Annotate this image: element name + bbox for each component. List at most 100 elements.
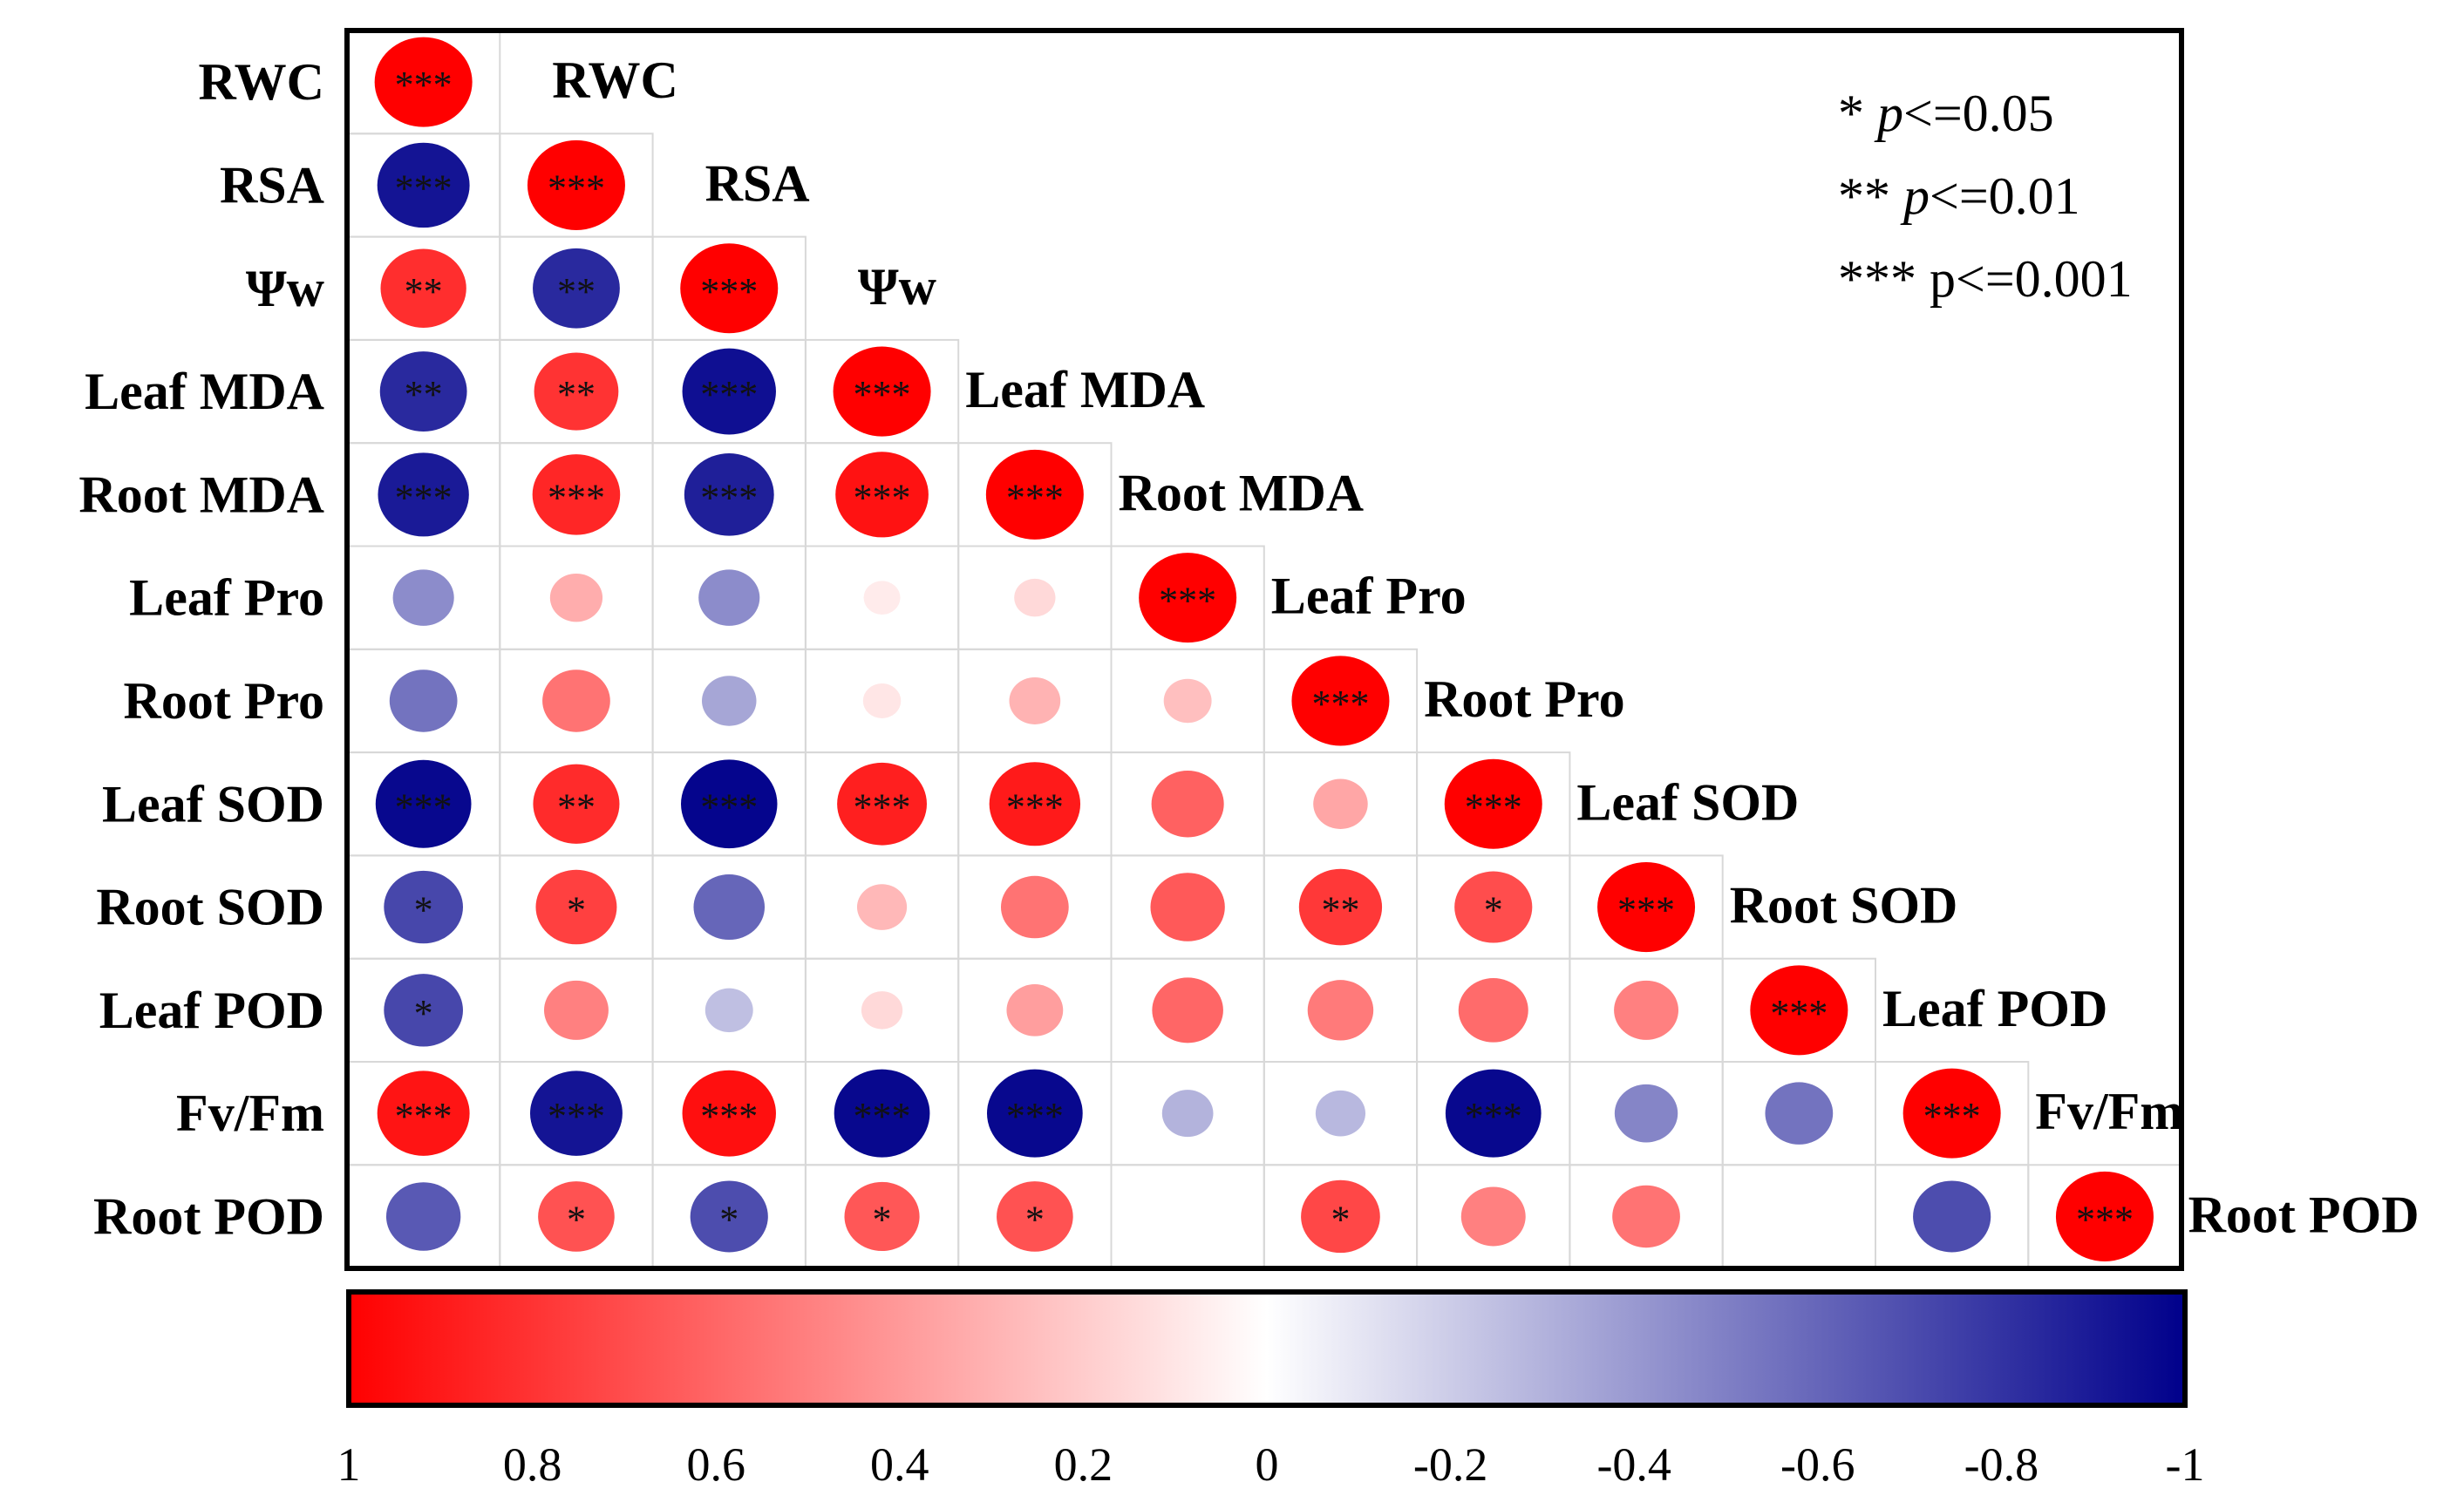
- corr-circle-w-rwc: [380, 248, 466, 328]
- sig-marker: *: [1484, 889, 1503, 932]
- sig-marker: ***: [2076, 1198, 2134, 1241]
- corr-circle-leaf-sod-rwc: [375, 759, 472, 848]
- diag-label-w: Ψw: [858, 258, 937, 316]
- grid-cell: [1110, 1164, 1265, 1269]
- corr-circle-root-pro-w: [702, 676, 757, 726]
- sig-marker: *: [567, 889, 586, 932]
- corr-circle-leaf-sod-leaf-sod: [1444, 758, 1542, 849]
- row-label-leaf-mda: Leaf MDA: [85, 363, 324, 420]
- sig-marker: *: [719, 1198, 739, 1241]
- corr-circle-root-sod-w: [693, 874, 766, 941]
- sig-marker: ***: [548, 167, 605, 209]
- corr-circle-leaf-pod-leaf-sod: [1458, 978, 1528, 1043]
- sig-marker: *: [414, 889, 433, 932]
- colorbar-tick-label: -0.4: [1596, 1438, 1671, 1491]
- diag-label-leaf-sod: Leaf SOD: [1576, 773, 1799, 831]
- colorbar: [346, 1289, 2188, 1408]
- corr-circle-fv-fm-rwc: [377, 1071, 470, 1156]
- row-label-root-pod: Root POD: [93, 1187, 324, 1245]
- corr-circle-leaf-mda-rwc: [379, 351, 467, 432]
- corr-circle-root-pro-leaf-mda: [862, 683, 902, 718]
- grid-cell: [1721, 1164, 1876, 1269]
- corr-circle-leaf-pod-root-sod: [1614, 980, 1679, 1040]
- sig-marker: ***: [1770, 992, 1828, 1035]
- corr-circle-leaf-pro-leaf-pro: [1139, 553, 1237, 643]
- sig-marker: ***: [854, 373, 911, 416]
- corr-circle-fv-fm-root-pro: [1315, 1090, 1366, 1137]
- corr-circle-root-sod-root-mda: [1000, 875, 1069, 939]
- corr-circle-fv-fm-fv-fm: [1902, 1068, 2001, 1159]
- plot-frame: [344, 28, 2184, 1271]
- corr-circle-leaf-sod-leaf-pro: [1151, 771, 1224, 838]
- corr-circle-root-sod-root-sod: [1597, 862, 1696, 953]
- circle-layer: [374, 37, 2154, 1261]
- legend-line-2: ** p<=0.01: [1838, 167, 2080, 225]
- colorbar-tick-label: -1: [2166, 1438, 2205, 1491]
- sig-marker: **: [557, 270, 596, 313]
- sig-marker: ***: [1465, 1095, 1522, 1138]
- corr-circle-leaf-pro-w: [698, 569, 760, 626]
- sig-marker: **: [557, 785, 596, 828]
- sig-marker: ***: [1465, 785, 1522, 828]
- corr-circle-leaf-pro-rsa: [549, 573, 603, 622]
- corr-circle-rwc-rwc: [374, 37, 473, 127]
- corr-circle-leaf-pro-leaf-mda: [863, 581, 901, 615]
- sig-marker: ***: [1923, 1095, 1981, 1138]
- corr-circle-leaf-pod-rsa: [543, 980, 609, 1040]
- corr-circle-root-pod-rsa: [538, 1181, 615, 1252]
- colorbar-tick-label: -0.8: [1964, 1438, 2039, 1491]
- corr-circle-leaf-pro-root-mda: [1014, 578, 1056, 617]
- corr-circle-root-pod-leaf-mda: [844, 1181, 920, 1252]
- corr-circle-root-pro-root-pro: [1291, 656, 1390, 746]
- diag-label-fv-fm: Fv/Fm: [2035, 1083, 2183, 1140]
- sig-marker: ***: [395, 785, 453, 828]
- corr-circle-leaf-pod-root-pro: [1307, 980, 1374, 1041]
- sig-marker: ***: [854, 785, 911, 828]
- colorbar-tick-label: 0: [1256, 1438, 1279, 1491]
- sig-marker: ***: [1159, 580, 1216, 622]
- corr-circle-leaf-pod-leaf-pod: [1750, 965, 1848, 1056]
- sig-marker: ***: [1311, 683, 1369, 725]
- corr-circle-leaf-sod-root-mda: [989, 762, 1081, 846]
- corr-circle-fv-fm-leaf-mda: [834, 1069, 930, 1158]
- diag-label-root-pod: Root POD: [2188, 1186, 2420, 1243]
- sig-marker: *: [873, 1198, 892, 1241]
- sig-marker: ***: [1006, 476, 1064, 519]
- sig-marker: *: [567, 1198, 586, 1241]
- sig-marker: **: [405, 270, 443, 313]
- corr-circle-leaf-mda-rsa: [534, 352, 619, 431]
- corr-circle-fv-fm-root-sod: [1614, 1084, 1678, 1143]
- row-label-root-mda: Root MDA: [78, 466, 324, 523]
- corr-circle-leaf-pod-leaf-pro: [1152, 977, 1223, 1043]
- corr-circle-root-mda-root-mda: [985, 449, 1084, 540]
- diag-label-root-sod: Root SOD: [1730, 877, 1958, 935]
- corr-circle-root-mda-rsa: [532, 454, 621, 535]
- row-label-leaf-pod: Leaf POD: [99, 982, 324, 1039]
- diag-label-rwc: RWC: [552, 51, 678, 109]
- sig-marker: ***: [395, 167, 453, 209]
- significance-legend: * p<=0.05 ** p<=0.01 *** p<=0.001: [1838, 85, 2133, 308]
- corr-circle-root-pro-rwc: [389, 670, 458, 732]
- corr-circle-fv-fm-leaf-sod: [1445, 1069, 1542, 1158]
- sig-marker: ***: [1006, 1095, 1064, 1138]
- diag-label-leaf-mda: Leaf MDA: [965, 361, 1205, 418]
- corr-circle-leaf-mda-leaf-mda: [833, 346, 931, 437]
- colorbar-ticks: 1 0.8 0.6 0.4 0.2 0 -0.2 -0.4 -0.6 -0.8 -1: [337, 1438, 2205, 1491]
- sig-marker: ***: [548, 1095, 605, 1138]
- legend-line-3: *** p<=0.001: [1838, 250, 2133, 308]
- sig-marker: ***: [700, 476, 758, 519]
- corr-circle-root-pod-root-pod: [2055, 1171, 2154, 1261]
- colorbar-tick-label: -0.6: [1780, 1438, 1855, 1491]
- diag-label-root-pro: Root Pro: [1424, 670, 1625, 728]
- colorbar-tick-label: 1: [337, 1438, 361, 1491]
- sig-marker: ***: [395, 64, 453, 106]
- sig-marker: ***: [700, 373, 758, 416]
- corr-circle-leaf-pod-leaf-mda: [861, 991, 903, 1030]
- corr-circle-fv-fm-w: [682, 1070, 776, 1157]
- row-label-fv-fm: Fv/Fm: [176, 1084, 324, 1142]
- corr-circle-leaf-pod-rwc: [384, 974, 463, 1047]
- corr-circle-root-sod-leaf-pro: [1150, 873, 1225, 941]
- sig-marker: ***: [395, 1095, 453, 1138]
- corr-circle-root-pro-leaf-pro: [1163, 678, 1212, 724]
